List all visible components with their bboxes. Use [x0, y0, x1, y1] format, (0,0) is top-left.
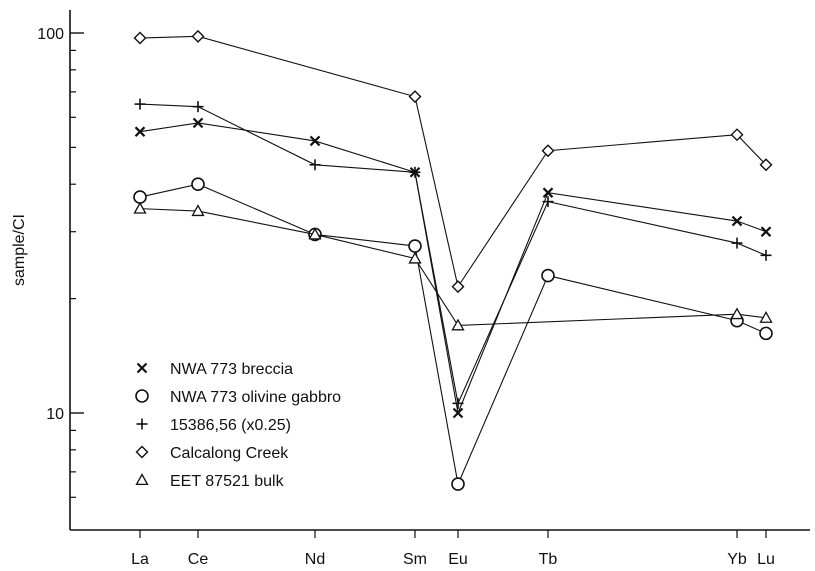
data-point-nwa-773-breccia-lu [760, 226, 772, 237]
data-point-nwa-773-breccia-ce [192, 117, 204, 129]
legend-label: Calcalong Creek [170, 445, 289, 462]
series-15386-56-x0-25 [134, 98, 772, 409]
legend-label: 15386,56 (x0.25) [170, 417, 291, 434]
legend-item-15386-56-x0-25: 15386,56 (x0.25) [136, 417, 291, 434]
legend-marker-nwa-773-breccia [136, 362, 148, 374]
data-point-calcalong-creek-ce [191, 29, 205, 43]
legend-label: EET 87521 bulk [170, 473, 285, 490]
data-point-nwa-773-olivine-gabbro-lu [759, 326, 773, 341]
series-nwa-773-olivine-gabbro [133, 177, 773, 491]
x-tick-label-tb: Tb [539, 551, 558, 568]
data-point-eet-87521-bulk-nd [308, 227, 322, 240]
legend-marker-nwa-773-olivine-gabbro [135, 389, 149, 403]
data-point-nwa-773-olivine-gabbro-tb [541, 268, 555, 283]
data-point-nwa-773-breccia-la [134, 126, 146, 137]
data-point-nwa-773-olivine-gabbro-la [133, 190, 147, 204]
data-point-calcalong-creek-tb [541, 144, 555, 158]
data-point-nwa-773-olivine-gabbro-sm [408, 239, 422, 253]
x-axis-ticks: La Ce Nd Sm Eu Tb Yb Lu [131, 530, 775, 568]
series-layer [133, 29, 773, 491]
data-point-eet-87521-bulk-eu [451, 318, 465, 331]
data-point-eet-87521-bulk-lu [759, 311, 773, 323]
data-point-eet-87521-bulk-la [133, 201, 147, 214]
data-point-15386-56-x0-25-sm [409, 166, 421, 178]
data-point-calcalong-creek-lu [759, 158, 773, 172]
data-point-15386-56-x0-25-lu [760, 249, 772, 261]
y-tick-label: 10 [46, 406, 64, 423]
data-point-nwa-773-breccia-eu [452, 407, 464, 419]
series-line-calcalong-creek [139, 35, 767, 289]
data-point-calcalong-creek-yb [730, 128, 744, 142]
series-line-15386-56-x0-25 [139, 103, 767, 406]
axes [69, 10, 810, 531]
data-point-15386-56-x0-25-eu [452, 397, 464, 409]
x-tick-label-eu: Eu [448, 551, 468, 568]
data-point-nwa-773-breccia-yb [731, 215, 743, 227]
y-axis-ticks: 100 10 [37, 26, 84, 498]
x-tick-label-yb: Yb [727, 551, 747, 568]
data-point-nwa-773-olivine-gabbro-eu [451, 477, 465, 491]
data-point-15386-56-x0-25-nd [309, 159, 321, 171]
data-point-15386-56-x0-25-ce [192, 101, 204, 113]
data-point-eet-87521-bulk-ce [191, 204, 205, 217]
legend-marker-eet-87521-bulk [135, 473, 149, 486]
data-point-15386-56-x0-25-la [134, 98, 146, 110]
series-eet-87521-bulk [133, 201, 773, 331]
x-tick-label-lu: Lu [757, 551, 775, 568]
x-tick-label-ce: Ce [188, 551, 209, 568]
legend-marker-15386-56-x0-25 [136, 418, 148, 430]
data-point-15386-56-x0-25-yb [731, 237, 743, 249]
data-point-calcalong-creek-la [133, 31, 147, 45]
legend-item-nwa-773-olivine-gabbro: NWA 773 olivine gabbro [135, 389, 341, 406]
legend-label: NWA 773 olivine gabbro [170, 389, 341, 406]
x-tick-label-sm: Sm [403, 551, 427, 568]
data-point-nwa-773-breccia-nd [309, 135, 321, 147]
data-point-nwa-773-olivine-gabbro-ce [191, 177, 205, 192]
data-point-eet-87521-bulk-yb [730, 307, 744, 320]
legend-item-calcalong-creek: Calcalong Creek [135, 445, 289, 462]
data-point-calcalong-creek-sm [408, 90, 422, 104]
legend: NWA 773 breccia NWA 773 olivine gabbro 153… [135, 361, 341, 490]
legend-marker-calcalong-creek [135, 445, 149, 459]
data-point-eet-87521-bulk-sm [408, 251, 422, 264]
data-point-15386-56-x0-25-tb [542, 196, 554, 208]
y-axis-title: sample/CI [11, 214, 28, 286]
legend-item-nwa-773-breccia: NWA 773 breccia [136, 361, 293, 378]
data-point-calcalong-creek-eu [451, 280, 465, 294]
x-tick-label-la: La [131, 551, 149, 568]
data-point-nwa-773-breccia-tb [542, 187, 554, 198]
series-line-nwa-773-olivine-gabbro [139, 183, 767, 486]
x-tick-label-nd: Nd [305, 551, 325, 568]
y-tick-label: 100 [37, 26, 64, 43]
legend-label: NWA 773 breccia [170, 361, 293, 378]
legend-item-eet-87521-bulk: EET 87521 bulk [135, 473, 285, 490]
series-calcalong-creek [133, 29, 773, 294]
